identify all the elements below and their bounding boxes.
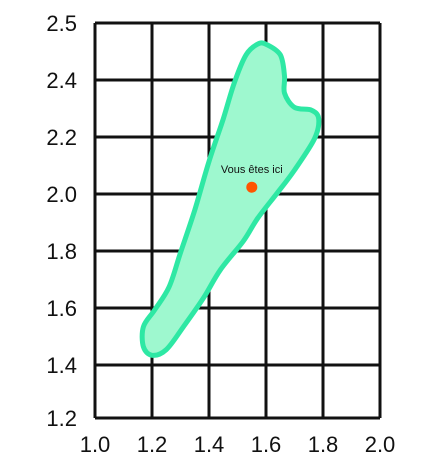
grid	[93, 21, 382, 420]
x-tick-label: 1.4	[194, 432, 225, 457]
location-marker-group: Vous êtes ici	[221, 164, 283, 193]
y-tick-label: 2.2	[46, 125, 77, 150]
x-tick-label: 1.6	[251, 432, 282, 457]
location-marker-dot	[246, 181, 258, 193]
x-tick-label: 1.0	[80, 432, 111, 457]
y-tick-label: 1.8	[46, 239, 77, 264]
x-tick-label: 1.2	[137, 432, 168, 457]
y-tick-label: 1.4	[46, 353, 77, 378]
highlighted-region	[139, 40, 322, 358]
x-tick-label: 2.0	[365, 432, 396, 457]
x-axis-ticks: 1.0 1.2 1.4 1.6 1.8 2.0	[80, 432, 396, 457]
y-tick-label: 1.6	[46, 296, 77, 321]
y-tick-label: 1.2	[46, 406, 77, 431]
y-tick-label: 2.5	[46, 11, 77, 36]
location-marker-label: Vous êtes ici	[221, 164, 283, 176]
y-tick-label: 2.4	[46, 68, 77, 93]
region-shape	[139, 40, 322, 358]
x-tick-label: 1.8	[308, 432, 339, 457]
y-tick-label: 2.0	[46, 182, 77, 207]
y-axis-ticks: 2.5 2.4 2.2 2.0 1.8 1.6 1.4 1.2	[46, 11, 77, 431]
